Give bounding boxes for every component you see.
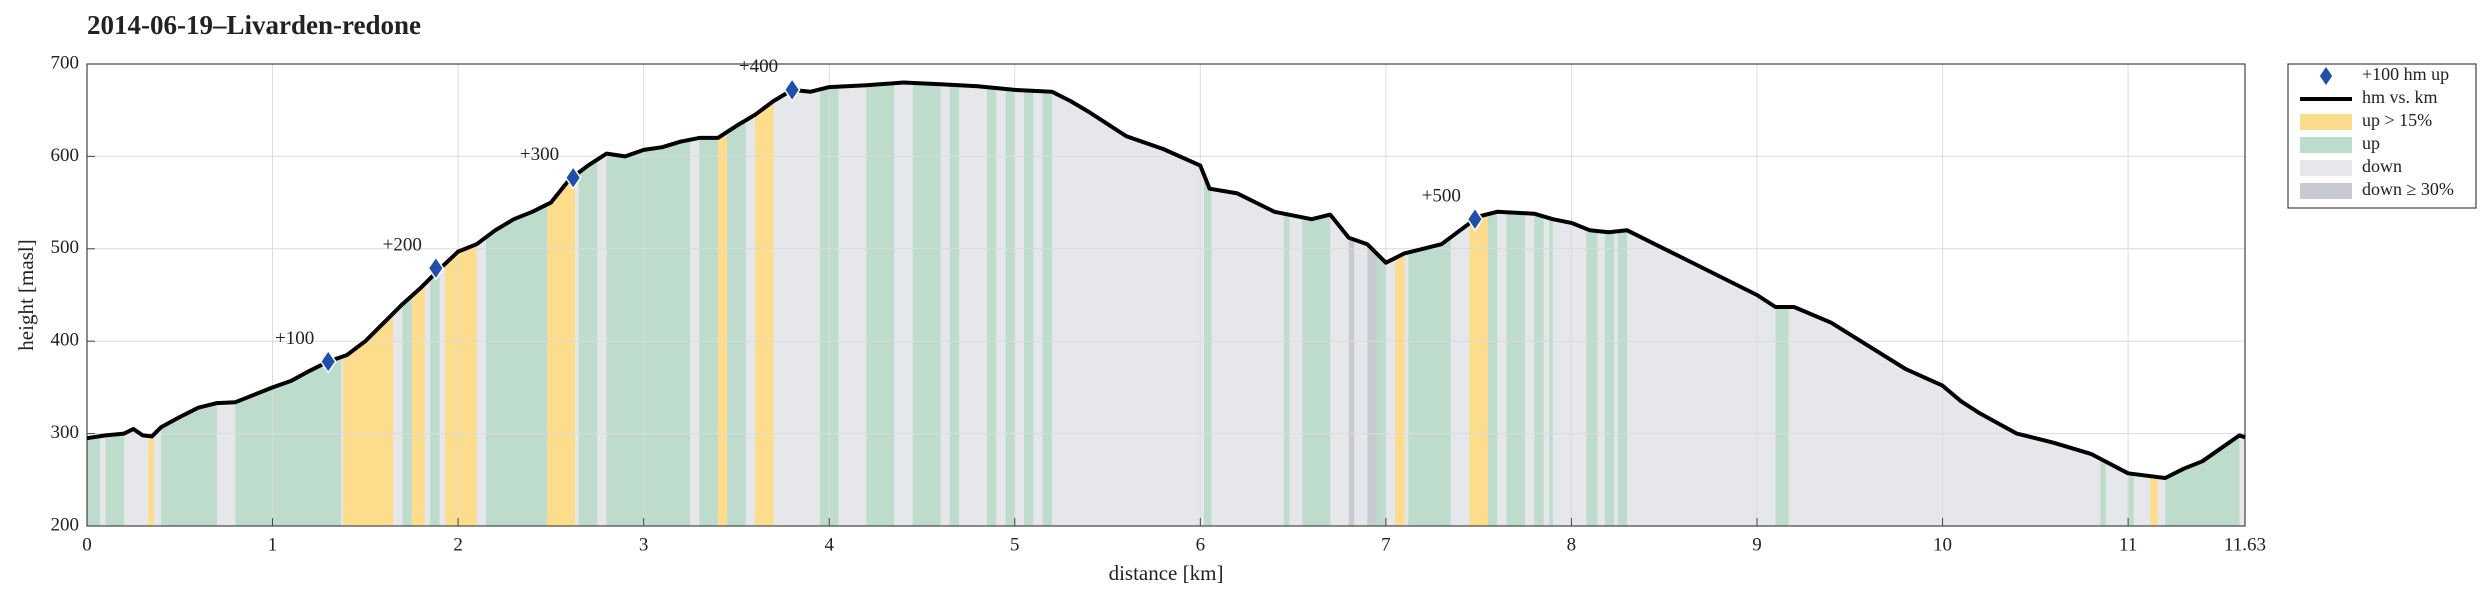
- x-tick-label: 6: [1196, 534, 1206, 555]
- slope-band: [343, 82, 394, 526]
- slope-band: [1617, 82, 1628, 526]
- slope-band: [1586, 82, 1598, 526]
- legend-label: down ≥ 30%: [2362, 179, 2454, 199]
- slope-band: [1395, 82, 1405, 526]
- x-tick-label: 7: [1381, 534, 1391, 555]
- slope-band: [1302, 82, 1331, 526]
- legend-swatch: [2300, 183, 2352, 199]
- legend-label: up > 15%: [2362, 110, 2432, 130]
- legend-swatch: [2300, 160, 2352, 176]
- slope-band: [2128, 82, 2134, 526]
- y-tick-label: 600: [51, 145, 80, 166]
- slope-band: [1506, 82, 1526, 526]
- x-tick-label: 11.63: [2224, 534, 2266, 555]
- x-tick-label: 2: [453, 534, 463, 555]
- x-tick-label: 9: [1752, 534, 1762, 555]
- x-axis-label: distance [km]: [1109, 561, 1224, 585]
- plot-frame: [86, 63, 2246, 527]
- marker-label: +300: [520, 144, 559, 165]
- slope-band: [949, 82, 960, 526]
- marker: [319, 349, 337, 374]
- marker-label: +100: [275, 328, 314, 349]
- x-tick-label: 0: [82, 534, 92, 555]
- slope-band: [1042, 82, 1052, 526]
- slope-band: [1775, 82, 1789, 526]
- x-tick-label: 8: [1567, 534, 1577, 555]
- x-tick-label: 10: [1933, 534, 1952, 555]
- slope-band: [1005, 82, 1015, 526]
- slope-band: [547, 82, 576, 526]
- slope-band: [430, 82, 440, 526]
- x-tick-label: 11: [2119, 534, 2137, 555]
- slope-band: [1204, 82, 1212, 526]
- legend-label: hm vs. km: [2362, 87, 2438, 107]
- y-axis-label: height [masl]: [14, 239, 38, 350]
- legend-label: +100 hm up: [2362, 64, 2449, 84]
- slope-band: [986, 82, 997, 526]
- x-tick-label: 5: [1010, 534, 1020, 555]
- slope-band: [699, 82, 718, 526]
- slope-band: [1367, 82, 1377, 526]
- legend-swatch: [2300, 114, 2352, 130]
- y-tick-label: 500: [51, 237, 80, 258]
- slope-band: [727, 82, 746, 526]
- slope-band: [1487, 82, 1498, 526]
- chart-title: 2014-06-19–Livarden-redone: [87, 10, 421, 40]
- profile-line: [86, 80, 2246, 480]
- slope-band: [754, 82, 774, 526]
- x-tick-label: 1: [268, 534, 278, 555]
- slope-band: [1469, 82, 1488, 526]
- x-tick-label: 3: [639, 534, 649, 555]
- slope-band: [1376, 82, 1386, 526]
- marker-label: +400: [739, 56, 778, 77]
- slope-band: [402, 82, 412, 526]
- marker: [564, 165, 582, 190]
- slope-band: [1283, 82, 1290, 526]
- slope-band: [2100, 82, 2106, 526]
- slope-band: [1024, 82, 1034, 526]
- slope-band: [1408, 82, 1451, 526]
- marker: [1466, 206, 1484, 232]
- slope-band: [105, 82, 125, 526]
- y-tick-label: 400: [51, 330, 80, 351]
- legend-label: down: [2362, 156, 2402, 176]
- slope-band: [606, 82, 691, 526]
- slope-band: [485, 82, 548, 526]
- x-tick-label: 4: [824, 534, 834, 555]
- slope-band: [1549, 82, 1553, 526]
- slope-band: [161, 82, 217, 526]
- slope-band: [2150, 82, 2158, 526]
- marker: [427, 255, 445, 281]
- slope-band: [2165, 82, 2240, 526]
- slope-band: [866, 82, 895, 526]
- marker-label: +500: [1422, 186, 1461, 207]
- y-tick-label: 700: [51, 52, 80, 73]
- slope-band: [148, 82, 154, 526]
- marker-label: +200: [383, 235, 422, 256]
- slope-band: [1534, 82, 1544, 526]
- slope-band: [912, 82, 941, 526]
- slope-band: [578, 82, 598, 526]
- y-tick-label: 300: [51, 422, 80, 443]
- marker: [783, 77, 801, 103]
- slope-band: [87, 82, 100, 526]
- slope-band: [1604, 82, 1615, 526]
- slope-band: [235, 82, 342, 526]
- slope-band: [1348, 82, 1355, 526]
- slope-band: [717, 82, 728, 526]
- y-tick-label: 200: [51, 514, 80, 535]
- legend-marker: [2319, 67, 2333, 85]
- legend-swatch: [2300, 137, 2352, 153]
- slope-band: [445, 82, 477, 526]
- legend-label: up: [2362, 133, 2380, 153]
